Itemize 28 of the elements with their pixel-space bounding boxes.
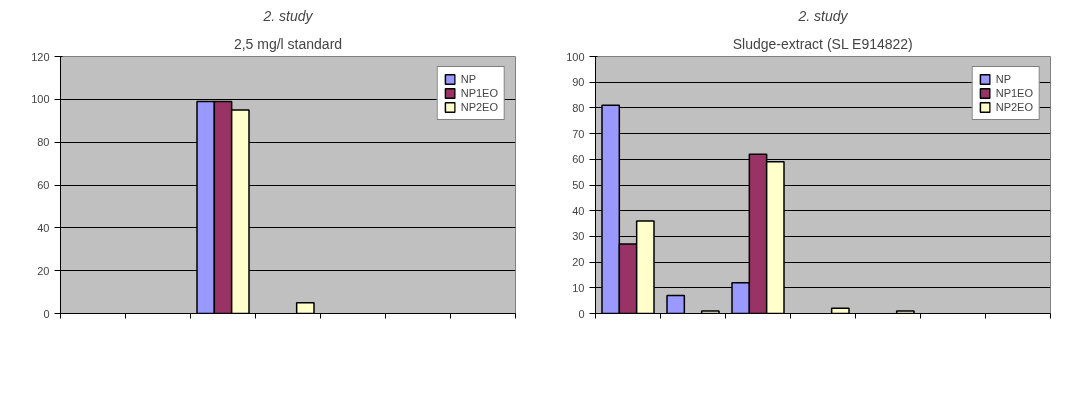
y-tick-label: 60 bbox=[37, 179, 50, 191]
y-tick-label: 20 bbox=[572, 256, 585, 269]
y-tick-label: 30 bbox=[572, 230, 585, 243]
y-tick-label: 40 bbox=[572, 204, 585, 217]
legend-label: NP2EO bbox=[460, 101, 498, 113]
chart-title: 2. study bbox=[262, 7, 314, 24]
y-tick-label: 80 bbox=[572, 101, 585, 114]
legend-label: NP1EO bbox=[460, 87, 498, 99]
y-tick-label: 20 bbox=[37, 264, 50, 277]
y-tick-label: 90 bbox=[572, 76, 585, 89]
y-tick-label: 10 bbox=[572, 281, 585, 294]
y-tick-label: 100 bbox=[31, 93, 50, 106]
legend-label: NP bbox=[995, 73, 1012, 85]
chart-subtitle: Sludge-extract (SL E914822) bbox=[732, 35, 913, 52]
y-tick-label: 60 bbox=[572, 153, 585, 166]
y-tick-label: 0 bbox=[43, 307, 50, 320]
y-tick-label: 80 bbox=[37, 136, 50, 149]
y-tick-label: 40 bbox=[37, 221, 50, 234]
y-tick-label: 0 bbox=[578, 307, 585, 320]
y-tick-label: 100 bbox=[566, 50, 585, 63]
y-tick-label: 70 bbox=[572, 127, 585, 140]
y-tick-label: 50 bbox=[572, 179, 585, 191]
y-tick-label: 120 bbox=[31, 50, 50, 63]
legend-label: NP1EO bbox=[995, 87, 1033, 99]
legend-label: NP bbox=[460, 73, 477, 85]
legend-label: NP2EO bbox=[995, 101, 1033, 113]
chart-title: 2. study bbox=[797, 7, 849, 24]
chart-subtitle: 2,5 mg/l standard bbox=[233, 35, 343, 52]
